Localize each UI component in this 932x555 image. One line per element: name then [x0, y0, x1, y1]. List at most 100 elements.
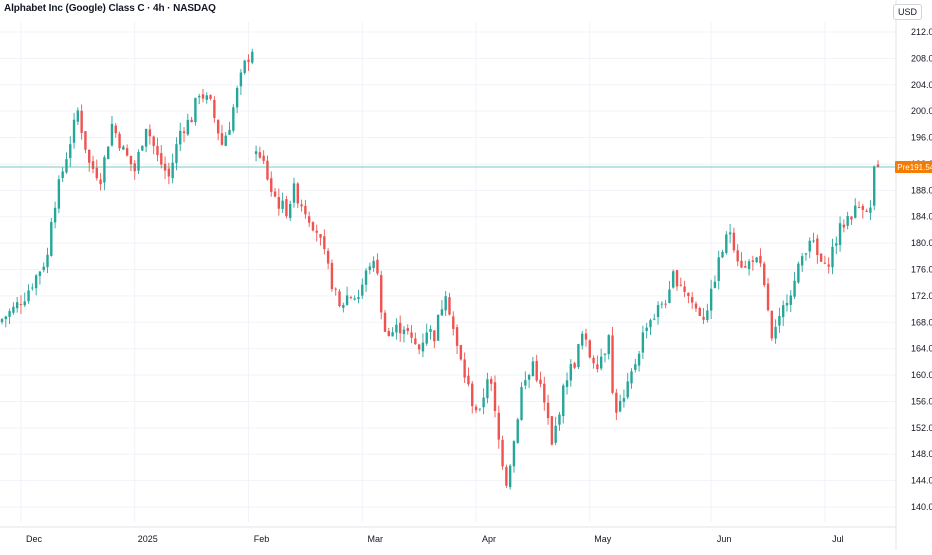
y-tick-label: 172.00	[911, 291, 932, 301]
candle-up	[653, 313, 656, 321]
candle-up	[361, 278, 364, 299]
candle-body	[763, 263, 766, 286]
candle-up	[402, 325, 406, 343]
candle-body	[831, 246, 834, 268]
candle-up	[618, 394, 622, 413]
candle-body	[527, 375, 531, 380]
candle-body	[224, 135, 227, 146]
y-tick-label: 184.00	[911, 212, 932, 222]
candle-up	[721, 249, 724, 259]
candle-down	[417, 343, 421, 355]
candle-body	[326, 251, 330, 264]
candle-down	[148, 124, 152, 145]
candle-up	[357, 289, 360, 304]
candle-down	[266, 155, 269, 181]
candle-up	[391, 327, 394, 337]
candle-body	[213, 99, 216, 118]
candle-body	[88, 149, 91, 163]
candle-body	[152, 136, 155, 146]
candle-body	[516, 419, 519, 443]
candle-up	[789, 290, 792, 312]
candle-body	[873, 166, 876, 206]
candle-body	[846, 216, 849, 226]
candle-up	[709, 279, 713, 320]
candle-up	[672, 269, 675, 289]
candle-body	[4, 316, 7, 320]
candle-up	[831, 238, 834, 275]
candle-down	[550, 416, 554, 446]
candle-body	[31, 287, 34, 289]
candle-up	[516, 417, 519, 444]
candle-body	[304, 205, 307, 215]
candle-body	[611, 335, 614, 393]
candle-down	[156, 137, 159, 162]
candle-body	[27, 290, 30, 302]
candle-down	[857, 201, 861, 209]
candle-down	[683, 280, 686, 297]
candle-body	[486, 379, 489, 399]
candle-up	[106, 146, 110, 160]
candle-up	[778, 307, 781, 333]
x-tick-label: May	[594, 534, 612, 544]
candle-down	[414, 332, 417, 345]
candle-down	[216, 119, 220, 141]
candle-body	[554, 425, 557, 443]
candle-body	[690, 297, 694, 303]
candle-down	[690, 292, 694, 309]
candle-body	[615, 392, 618, 413]
candle-down	[125, 144, 129, 157]
candle-body	[311, 222, 315, 231]
candle-body	[440, 309, 444, 316]
candle-down	[539, 371, 542, 388]
candle-body	[19, 303, 23, 305]
candle-body	[425, 332, 428, 344]
candle-up	[634, 358, 637, 373]
candle-up	[254, 145, 258, 162]
candle-up	[444, 290, 447, 317]
candle-up	[0, 318, 4, 325]
candle-down	[262, 150, 265, 164]
candle-body	[599, 356, 603, 369]
candle-body	[99, 179, 102, 185]
candle-body	[175, 144, 178, 164]
candle-down	[474, 404, 478, 414]
candle-body	[80, 110, 83, 133]
candle-down	[213, 96, 216, 123]
candle-body	[467, 375, 470, 385]
candle-up	[65, 152, 68, 174]
candle-body	[406, 328, 409, 332]
candle-body	[512, 441, 516, 467]
candle-body	[584, 333, 588, 340]
candle-body	[489, 379, 493, 384]
candle-body	[854, 205, 857, 218]
candle-body	[641, 332, 645, 353]
candle-body	[785, 302, 789, 306]
candle-down	[129, 155, 133, 172]
candle-up	[144, 128, 148, 153]
candle-up	[292, 177, 296, 208]
y-tick-label: 144.00	[911, 476, 932, 486]
candle-up	[785, 294, 789, 312]
candle-body	[398, 322, 402, 334]
candle-body	[520, 386, 523, 421]
candle-down	[819, 253, 823, 262]
candle-body	[110, 123, 114, 146]
currency-button[interactable]: USD	[892, 4, 922, 20]
candle-body	[812, 240, 815, 242]
candle-up	[577, 344, 580, 369]
candle-down	[84, 131, 87, 154]
candle-up	[175, 137, 178, 171]
candle-body	[683, 286, 686, 292]
candle-up	[46, 247, 49, 274]
candle-down	[740, 252, 743, 269]
candle-up	[372, 256, 375, 272]
candle-up	[8, 308, 11, 325]
candle-down	[433, 330, 436, 349]
candle-body	[160, 153, 163, 165]
session-badge	[895, 160, 912, 173]
candle-up	[478, 408, 482, 412]
candle-up	[197, 93, 201, 105]
y-tick-label: 152.00	[911, 423, 932, 433]
